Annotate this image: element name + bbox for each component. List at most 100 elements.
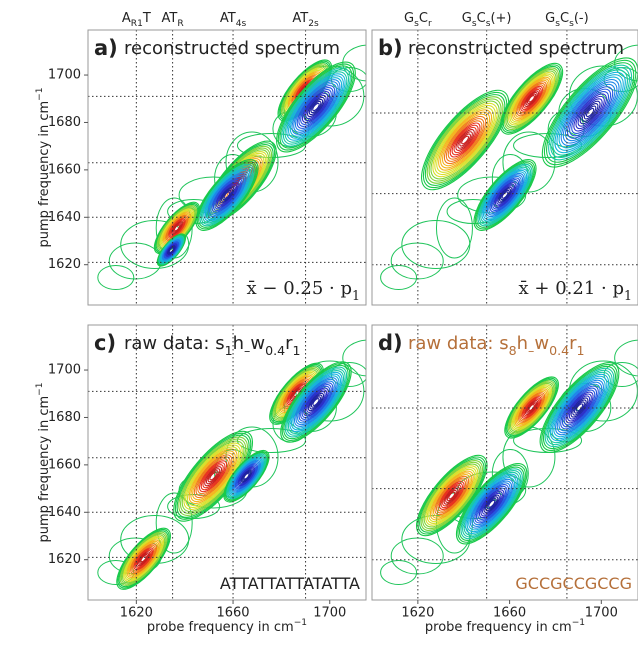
- contour-line: [544, 367, 615, 448]
- contour-line: [550, 67, 631, 158]
- contour-line: [484, 171, 526, 219]
- superscript: −1: [35, 87, 45, 100]
- background-contour: [97, 265, 135, 290]
- contour-line: [447, 120, 483, 160]
- contour-line: [280, 361, 352, 443]
- contour-line: [556, 381, 603, 434]
- panel-annotation: GCCGCCGCCG: [515, 574, 632, 593]
- contour-line: [307, 96, 325, 118]
- text-part: AT: [162, 11, 178, 26]
- contour-line: [526, 401, 538, 414]
- peak-label: AT2s: [292, 11, 319, 29]
- contour-line: [196, 160, 258, 230]
- contour-line: [432, 102, 498, 178]
- y-tick-label: 1660: [48, 457, 81, 472]
- superscript: −1: [35, 382, 45, 395]
- contour-line: [136, 551, 151, 567]
- subscript: 1: [577, 343, 585, 358]
- contour-line: [432, 474, 471, 517]
- contour-line: [199, 460, 228, 493]
- contour-line: [211, 177, 243, 213]
- y-tick-label: 1640: [48, 210, 81, 225]
- contour-line: [554, 71, 626, 154]
- contour-line: [485, 172, 525, 218]
- contour-line: [438, 109, 493, 171]
- contour-line: [556, 74, 624, 151]
- subscript: s: [472, 19, 477, 29]
- contour-line: [422, 461, 482, 530]
- contour-line: [571, 91, 609, 134]
- y-axis-label: pump frequency in cm−1: [35, 87, 52, 247]
- contour-line: [486, 498, 497, 510]
- text-part: h: [517, 333, 528, 354]
- panel-subtitle: raw data: s1h–w0.4r1: [124, 333, 301, 358]
- contour-line: [448, 491, 456, 500]
- contour-line: [469, 478, 514, 529]
- contour-line: [528, 95, 535, 103]
- background-contour: [614, 44, 638, 82]
- contour-line: [133, 547, 154, 571]
- contour-line: [546, 369, 613, 446]
- text-part: A: [122, 11, 131, 26]
- contour-line: [205, 468, 221, 485]
- contour-line: [440, 482, 464, 509]
- subscript: 0.4: [265, 343, 285, 358]
- contour-line: [524, 90, 539, 108]
- contour-line: [279, 65, 353, 149]
- panel-subtitle: raw data: s8h–w0.4r1: [408, 333, 585, 358]
- text-part: (+): [490, 11, 511, 26]
- contour-line: [466, 475, 517, 533]
- contour-line: [294, 377, 338, 427]
- contour-line: [500, 189, 510, 201]
- contour-line: [193, 454, 233, 499]
- background-contour: [236, 428, 306, 453]
- text-part: pump frequency in cm: [37, 396, 52, 543]
- panel-annotation: x̄ − 0.25 · p1: [247, 278, 360, 303]
- contour-line: [440, 111, 491, 169]
- contour-line: [522, 88, 541, 109]
- contour-line: [130, 543, 158, 575]
- x-tick-label: 1700: [313, 606, 346, 621]
- contour-line: [442, 484, 462, 507]
- contour-line: [463, 471, 520, 536]
- superscript: −1: [294, 618, 307, 628]
- contour-line: [512, 76, 552, 121]
- contour-line: [209, 472, 217, 481]
- contour-line: [192, 452, 235, 501]
- text-part: r: [285, 333, 293, 354]
- peak-label: GsCs(+): [462, 11, 512, 29]
- x-tick-label: 1700: [585, 606, 618, 621]
- contour-line: [306, 391, 326, 413]
- contour-line: [446, 489, 457, 502]
- subscript: R1: [131, 19, 143, 29]
- contour-line: [437, 479, 467, 512]
- contour-line: [497, 186, 513, 204]
- contour-line: [443, 115, 487, 165]
- contour-line: [219, 186, 235, 204]
- contour-line: [583, 105, 597, 120]
- text-part: raw data: s: [408, 333, 509, 354]
- contour-line: [509, 73, 554, 124]
- text-part: x̄ + 0.21 · p: [519, 278, 624, 299]
- contour-line: [477, 163, 533, 227]
- panel-subtitle: reconstructed spectrum: [124, 38, 340, 59]
- contour-line: [459, 466, 525, 541]
- contour-line: [287, 370, 345, 434]
- contour-line: [419, 458, 485, 533]
- contour-line: [553, 377, 606, 438]
- panel-label: d): [378, 331, 403, 355]
- contour-line: [510, 383, 554, 432]
- contour-line: [508, 381, 555, 434]
- contour-line: [501, 64, 562, 134]
- contour-line: [424, 94, 506, 186]
- contour-line: [541, 57, 638, 168]
- contour-line: [429, 470, 474, 521]
- contour-line: [310, 100, 322, 114]
- contour-line: [186, 446, 240, 506]
- contour-line: [494, 183, 516, 207]
- contour-line: [460, 468, 523, 540]
- contour-line: [455, 129, 475, 151]
- subscript: 1: [624, 288, 632, 303]
- contour-line: [116, 527, 171, 590]
- contour-line: [488, 499, 496, 508]
